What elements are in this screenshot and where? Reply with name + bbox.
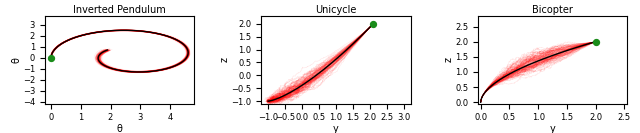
Title: Inverted Pendulum: Inverted Pendulum: [73, 5, 166, 15]
Y-axis label: z: z: [444, 57, 454, 62]
Title: Bicopter: Bicopter: [532, 5, 573, 15]
X-axis label: θ: θ: [116, 124, 122, 133]
Point: [45, 57, 56, 59]
Y-axis label: θ̇: θ̇: [12, 57, 21, 63]
Title: Unicycle: Unicycle: [316, 5, 356, 15]
Y-axis label: z: z: [220, 57, 230, 62]
Point: [591, 41, 601, 43]
X-axis label: y: y: [333, 124, 339, 133]
X-axis label: y: y: [550, 124, 556, 133]
Point: [368, 23, 378, 25]
